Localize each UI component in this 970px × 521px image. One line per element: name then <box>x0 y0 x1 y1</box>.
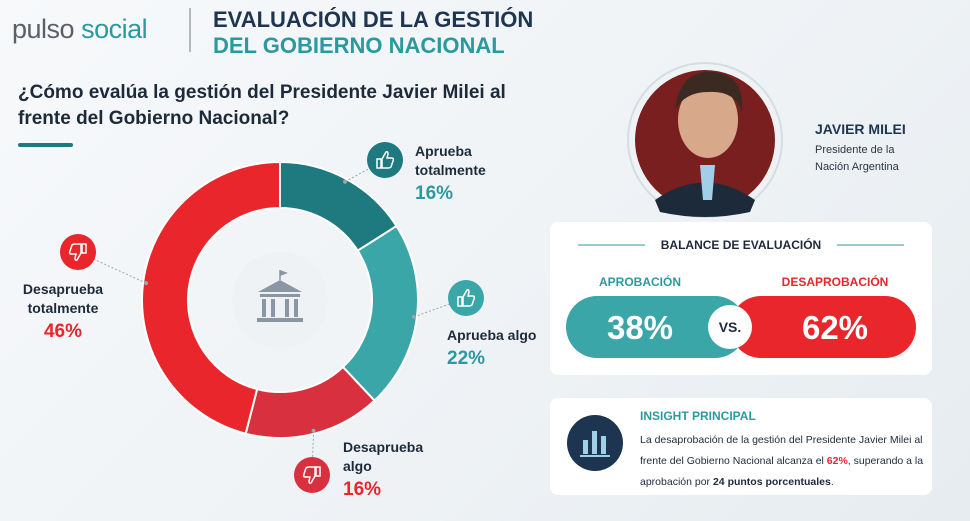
thumb-icon <box>457 289 476 307</box>
leader-dot <box>144 281 149 286</box>
donut-slice <box>141 160 281 435</box>
vs-badge <box>708 305 752 349</box>
category-label: Aprueba algo <box>447 327 537 343</box>
leader-line <box>77 251 147 284</box>
portrait <box>627 62 783 218</box>
text: , superando a la aprobación por <box>640 455 924 488</box>
thumb-icon <box>302 466 321 484</box>
thumb-icon <box>68 243 87 261</box>
category-label: Aprueba totalmente <box>415 143 486 178</box>
thumb-part <box>457 296 463 307</box>
icon-badge <box>60 234 96 270</box>
disapproval-value: 62% <box>801 309 869 346</box>
donut-chart <box>141 160 419 439</box>
text-strong: 62% <box>826 455 848 467</box>
leader-dot <box>411 314 416 319</box>
text-strong: 24 puntos porcentuales <box>712 476 831 488</box>
insight-text: La desaprobación de la gestión del Presi… <box>640 430 925 493</box>
balance-title: BALANCE DE EVALUACIÓN <box>660 238 822 252</box>
thumb-part <box>315 466 321 477</box>
thumb-part <box>68 243 82 261</box>
insight-title: INSIGHT PRINCIPAL <box>640 409 756 423</box>
category-label: Desaprueba algo <box>343 439 424 474</box>
slice-label: Aprueba algo 22% <box>447 326 537 368</box>
thumb-part <box>462 289 476 307</box>
leader-line <box>413 297 467 318</box>
insight-card <box>550 398 932 495</box>
title: EVALUACIÓN DE LA GESTIÓN <box>213 7 534 32</box>
text: . <box>830 476 834 488</box>
thumb-part <box>381 151 395 169</box>
thumb-part <box>376 158 382 169</box>
leader-dot <box>311 428 316 433</box>
accent-bar <box>18 143 73 147</box>
question: ¿Cómo evalúa la gestión del Presidente J… <box>18 82 506 129</box>
value-label: 46% <box>43 321 83 342</box>
title: DEL GOBIERNO NACIONAL <box>213 33 505 58</box>
approval-label: APROBACIÓN <box>598 275 681 289</box>
value-label: 16% <box>415 183 454 204</box>
leader-dot <box>343 179 348 184</box>
slice-label: Aprueba totalmente 16% <box>415 142 505 203</box>
insight-icon <box>567 415 623 471</box>
thumb-icon <box>376 151 395 169</box>
icon-badge <box>448 280 484 316</box>
slice-label: Desaprueba algo 16% <box>343 438 433 499</box>
center-icon <box>232 252 328 348</box>
value-label: 22% <box>447 348 486 369</box>
value-label: 16% <box>343 479 382 500</box>
slice-label: Desaprueba totalmente 46% <box>18 280 108 341</box>
text: La desaprobación de la gestión del Presi… <box>640 434 923 467</box>
icon-badge <box>294 457 330 493</box>
disapproval-label: DESAPROBACIÓN <box>781 275 889 289</box>
approval-pill <box>566 296 746 358</box>
approval-value: 38% <box>606 309 674 346</box>
profile-role: Presidente de la Nación Argentina <box>815 144 899 173</box>
logo-text: pulso <box>12 14 75 44</box>
profile-name: JAVIER MILEI <box>815 121 906 137</box>
thumb-part <box>302 466 316 484</box>
logo: pulso social <box>12 14 148 45</box>
vs-text: VS. <box>718 319 742 335</box>
thumb-part <box>81 243 87 254</box>
icon-badge <box>367 142 403 178</box>
donut-slice <box>341 224 419 403</box>
logo-text: social <box>81 14 148 44</box>
category-label: Desaprueba totalmente <box>22 281 104 316</box>
disapproval-pill <box>730 296 916 358</box>
